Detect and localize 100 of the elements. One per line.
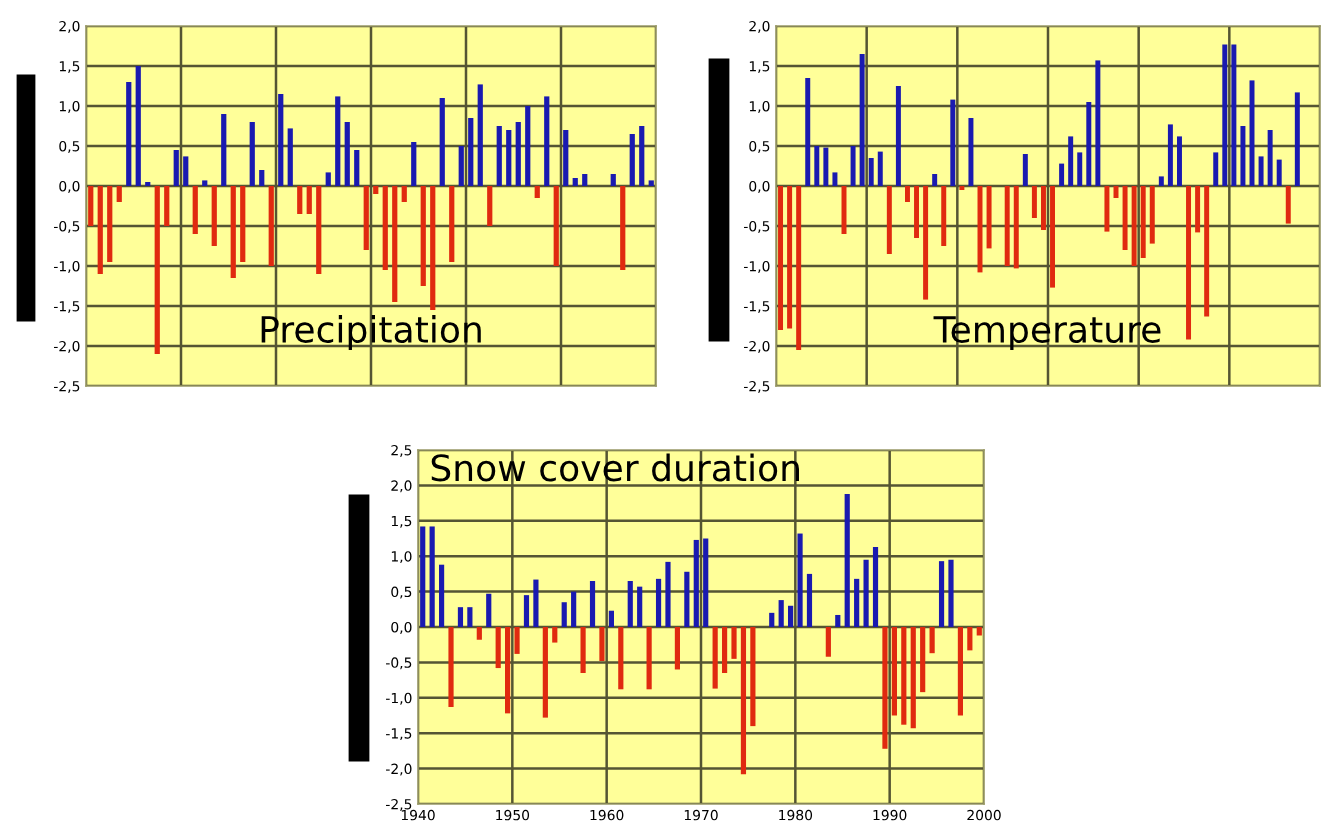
bar	[750, 627, 756, 727]
bar	[183, 156, 189, 186]
bar	[1267, 130, 1273, 186]
bar	[1140, 186, 1146, 258]
bar	[618, 627, 624, 690]
bar	[392, 186, 398, 302]
bar	[693, 539, 699, 627]
bar	[787, 186, 793, 329]
bar	[1285, 186, 1291, 224]
bar	[1167, 124, 1173, 186]
bar	[891, 627, 897, 716]
bar	[823, 147, 829, 186]
bar	[1195, 186, 1201, 233]
bar	[1240, 126, 1246, 186]
bar	[533, 579, 539, 627]
bar	[116, 186, 122, 202]
bar	[164, 186, 170, 226]
bar	[684, 571, 690, 627]
bar	[429, 526, 435, 627]
bar	[486, 593, 492, 627]
bar	[448, 627, 454, 707]
bar	[872, 547, 879, 627]
bar	[778, 186, 784, 330]
bar	[563, 130, 569, 186]
bar	[1004, 186, 1010, 266]
bar	[344, 122, 350, 186]
bar	[202, 180, 208, 186]
bar	[544, 96, 550, 186]
bar	[97, 186, 103, 274]
bar	[637, 586, 643, 627]
bar	[589, 580, 596, 627]
bar	[249, 122, 255, 186]
bar	[627, 580, 633, 627]
bar	[514, 627, 520, 654]
bar	[1095, 60, 1101, 186]
bar	[1086, 102, 1092, 186]
bar	[477, 84, 483, 186]
bar	[895, 86, 901, 186]
bar	[1176, 136, 1182, 186]
bar	[703, 538, 709, 627]
bar	[457, 607, 464, 627]
bar	[923, 186, 929, 300]
bar	[430, 186, 436, 310]
bar	[542, 627, 548, 718]
bar	[920, 627, 926, 693]
bar	[467, 607, 473, 627]
bar	[620, 186, 626, 270]
bar	[580, 627, 586, 674]
bar	[126, 82, 132, 186]
bar	[859, 54, 865, 186]
bar	[495, 627, 501, 669]
bar	[929, 627, 935, 654]
bar	[814, 146, 820, 186]
bar	[968, 118, 974, 186]
bar	[832, 172, 838, 186]
bar	[525, 106, 531, 186]
bar	[608, 610, 614, 627]
bar	[805, 78, 811, 186]
bar	[582, 174, 588, 186]
bar	[354, 150, 360, 186]
bar	[904, 186, 910, 202]
bar	[854, 578, 860, 627]
bar	[796, 186, 802, 350]
bar	[825, 627, 831, 657]
bar	[173, 150, 179, 186]
bar	[107, 186, 113, 262]
bar	[674, 627, 681, 670]
bar	[957, 627, 964, 716]
bar	[382, 186, 388, 270]
bar	[268, 186, 274, 266]
bar	[506, 130, 512, 186]
bar	[914, 186, 920, 238]
bar	[950, 99, 956, 186]
bar	[599, 627, 605, 661]
bar	[476, 627, 482, 640]
bar	[505, 627, 511, 714]
bar	[363, 186, 369, 250]
bar	[553, 186, 559, 266]
bar	[335, 96, 341, 186]
bar	[1077, 152, 1083, 186]
bar	[411, 142, 417, 186]
bar	[439, 98, 445, 186]
bar	[1031, 186, 1037, 218]
bar	[910, 627, 916, 729]
bar	[325, 172, 331, 186]
bar	[850, 146, 856, 186]
bar	[721, 627, 728, 674]
bar	[552, 627, 558, 643]
bar	[901, 627, 907, 725]
bar	[1059, 163, 1065, 186]
bar	[1204, 186, 1210, 317]
bar	[1258, 156, 1264, 186]
bar	[1068, 136, 1074, 186]
bar	[648, 180, 654, 186]
bar	[515, 122, 521, 186]
bar	[1213, 152, 1219, 186]
bar	[230, 186, 236, 278]
bar	[534, 186, 540, 198]
bar	[278, 94, 284, 186]
bar	[468, 118, 474, 186]
